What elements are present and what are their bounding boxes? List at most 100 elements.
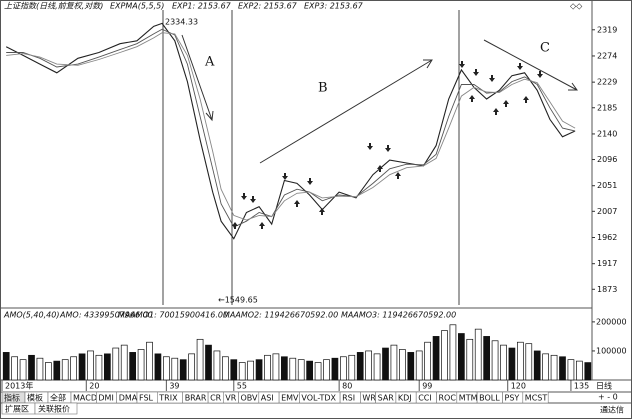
tab-label[interactable]: RSI <box>342 394 355 403</box>
period-label[interactable]: 日线 <box>596 381 612 391</box>
volume-bar <box>297 359 305 381</box>
legend-entry: EXP1: 2153.67 <box>172 2 232 11</box>
y-tick-label: 1873 <box>597 285 617 294</box>
trend-arrow <box>483 39 578 91</box>
tab-label[interactable]: MTM <box>459 394 478 403</box>
chart-title: 上证指数(日线,前复权,对数) <box>4 2 103 11</box>
tab-label[interactable]: VR <box>225 394 236 403</box>
trend-arrow <box>259 59 433 164</box>
tab-label[interactable]: TRIX <box>158 394 178 403</box>
signal-arrow <box>489 75 495 82</box>
signal-arrow <box>537 71 543 78</box>
volume-bar <box>458 333 465 381</box>
volume-bar <box>36 357 44 381</box>
tab-label[interactable]: 全部 <box>50 393 66 403</box>
volume-bar <box>2 352 10 381</box>
signal-arrow <box>473 69 479 76</box>
volume-bar <box>87 350 94 381</box>
bottom-tab-label[interactable]: 扩展区 <box>5 404 29 414</box>
volume-bar <box>70 356 77 381</box>
volume-bar <box>112 347 120 381</box>
volume-bar <box>415 350 423 381</box>
signal-arrow <box>367 143 373 150</box>
volume-bar <box>255 359 263 381</box>
volume-bar <box>61 359 69 381</box>
signal-arrow <box>259 222 265 229</box>
volume-bar <box>95 354 103 381</box>
volume-bar <box>264 354 271 381</box>
tab-label[interactable]: CR <box>210 394 222 403</box>
tab-label[interactable]: BOLL <box>479 394 500 403</box>
y-tick-label: 2229 <box>597 78 617 87</box>
signal-arrow <box>319 208 325 215</box>
y-tick-label: 100000 <box>596 346 627 355</box>
price-line <box>6 32 576 221</box>
volume-bar <box>120 344 128 381</box>
volume-bar <box>247 360 254 381</box>
tab-label[interactable]: ASI <box>261 394 274 403</box>
volume-bar <box>230 359 238 381</box>
signal-arrow <box>250 196 256 203</box>
tab-label[interactable]: PSY <box>505 394 520 403</box>
tab-label[interactable]: FSL <box>139 394 154 403</box>
tab-label[interactable]: VOL-TDX <box>301 394 336 403</box>
tab[interactable] <box>522 391 549 404</box>
tab-label[interactable]: BRAR <box>185 394 207 403</box>
signal-arrow <box>493 108 499 115</box>
legend-entry: MAAMO2: 119426670592.00 <box>223 311 338 320</box>
annotation: B <box>318 81 328 96</box>
volume-bar <box>517 341 524 381</box>
tab-label[interactable]: OBV <box>241 394 259 403</box>
volume-bar <box>163 356 170 381</box>
volume-bar <box>525 343 533 381</box>
signal-arrow <box>307 178 313 185</box>
tab-label[interactable]: KDJ <box>398 394 412 403</box>
signal-arrow <box>377 165 383 172</box>
bottom-tab[interactable] <box>34 402 78 415</box>
volume-bar <box>289 357 297 381</box>
volume-bar <box>382 347 389 381</box>
volume-bar <box>222 356 229 381</box>
zoom-controls[interactable]: + - 0 <box>598 393 618 402</box>
volume-bar <box>146 341 153 381</box>
y-tick-label: 2319 <box>597 25 617 34</box>
volume-bar <box>466 338 474 381</box>
signal-arrow <box>241 193 247 200</box>
tab-label[interactable]: ROC <box>439 394 457 403</box>
volume-bar <box>171 357 179 381</box>
tab-label[interactable]: MCST <box>525 394 548 403</box>
signal-arrow <box>503 100 509 107</box>
volume-bar <box>314 362 322 381</box>
y-tick-label: 2096 <box>597 155 617 164</box>
volume-bar <box>19 359 27 381</box>
x-tick-label: 55 <box>237 382 247 391</box>
volume-bar <box>390 344 398 381</box>
volume-bar <box>491 340 499 381</box>
y-tick-label: 2007 <box>597 207 617 216</box>
tab-label[interactable]: EMV <box>281 394 299 403</box>
tab-label[interactable]: CCI <box>418 394 432 403</box>
volume-bar <box>281 356 288 381</box>
tab-label[interactable]: DMI <box>98 394 113 403</box>
tab-label[interactable]: SAR <box>378 394 395 403</box>
volume-bar <box>441 330 448 381</box>
tab-label[interactable]: DMA <box>119 394 138 403</box>
volume-bar <box>340 356 347 381</box>
volume-bar <box>584 362 592 381</box>
volume-bar <box>550 354 558 381</box>
tab-label[interactable]: 指标 <box>4 393 20 403</box>
tab-label[interactable]: MACD <box>73 394 97 403</box>
signal-arrow <box>517 63 523 70</box>
bottom-tab-label[interactable]: 关联报价 <box>38 404 70 414</box>
volume-bar <box>11 356 18 381</box>
volume-bar <box>424 341 431 381</box>
price-line <box>5 22 576 240</box>
tab-label[interactable]: WR <box>362 394 376 403</box>
volume-bar <box>272 353 280 381</box>
y-tick-label: 200000 <box>596 317 627 326</box>
y-tick-label: 1962 <box>597 233 617 242</box>
icons[interactable]: ◇◇ <box>570 2 583 11</box>
tab-label[interactable]: 模板 <box>27 393 43 403</box>
y-tick-label: 2140 <box>597 129 617 138</box>
